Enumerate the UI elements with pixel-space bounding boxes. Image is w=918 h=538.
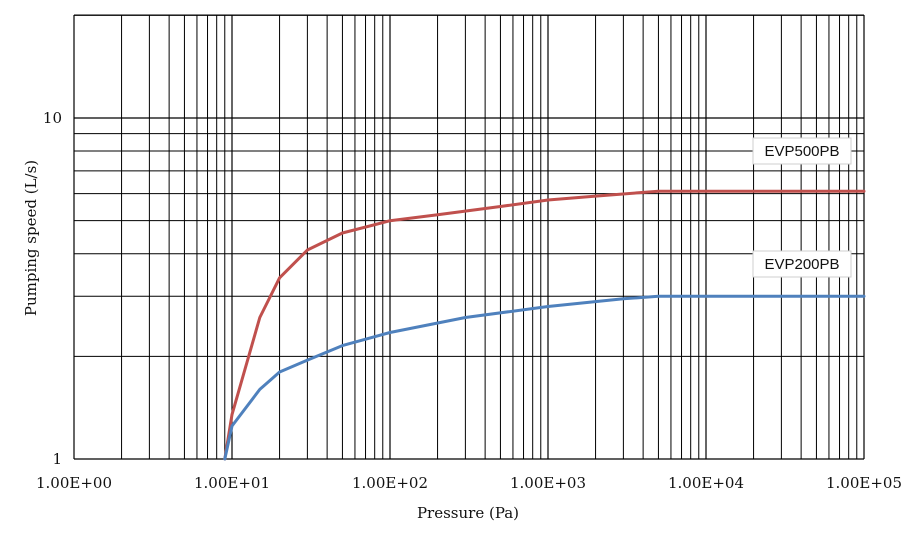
legend-label: EVP200PB (764, 256, 839, 273)
legend: EVP500PB EVP200PB (752, 137, 852, 278)
series-line-evp200pb (223, 294, 866, 461)
x-tick-label: 1.00E+04 (668, 474, 744, 492)
series-line-evp500pb (223, 189, 866, 461)
x-tick-label: 1.00E+01 (194, 474, 270, 492)
y-axis-title: Pumping speed (L/s) (22, 160, 40, 316)
y-tick-label: 1 (52, 450, 62, 468)
x-tick-label: 1.00E+02 (352, 474, 428, 492)
x-tick-label: 1.00E+05 (826, 474, 902, 492)
x-axis-title: Pressure (Pa) (417, 504, 519, 522)
legend-label: EVP500PB (764, 143, 839, 160)
tick-labels: 1.00E+00 1.00E+01 1.00E+02 1.00E+03 1.00E+04… (36, 109, 902, 492)
x-tick-label: 1.00E+00 (36, 474, 112, 492)
grid (73, 14, 865, 460)
legend-box (752, 137, 852, 165)
legend-box (752, 250, 852, 278)
series-lines (223, 189, 866, 461)
x-tick-label: 1.00E+03 (510, 474, 586, 492)
y-tick-label: 10 (43, 109, 62, 127)
